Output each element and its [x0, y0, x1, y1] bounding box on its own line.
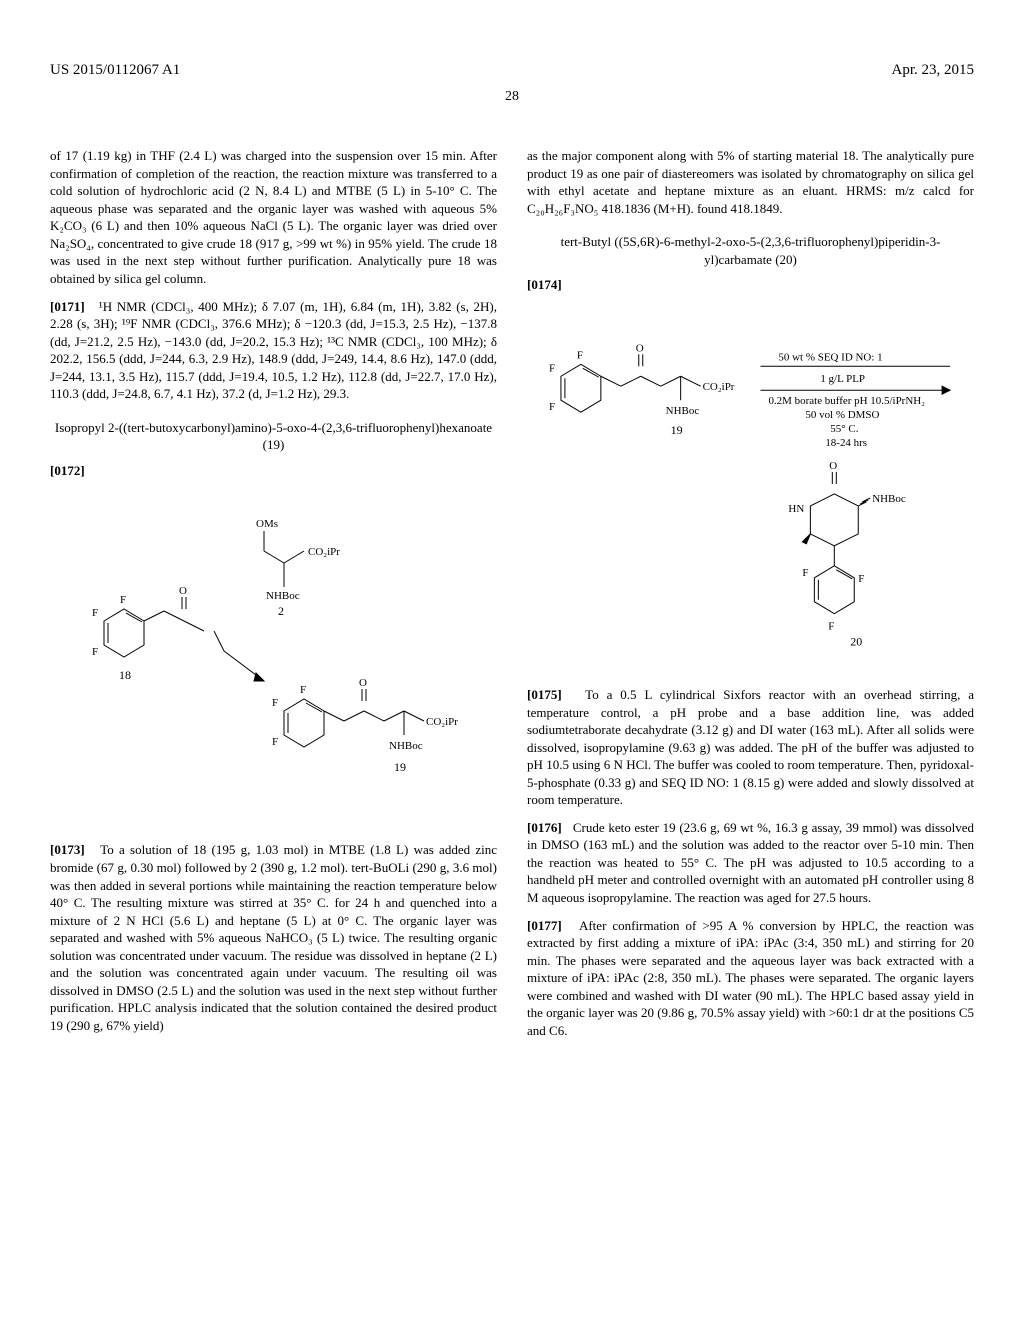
svg-text:F: F [92, 646, 98, 658]
para-0171-text: ¹H NMR (CDCl₃, 400 MHz); δ 7.07 (m, 1H),… [50, 299, 497, 402]
svg-text:F: F [577, 349, 583, 361]
svg-text:F: F [272, 736, 278, 748]
compound-20-title: tert-Butyl ((5S,6R)-6-methyl-2-oxo-5-(2,… [527, 233, 974, 268]
svg-text:19: 19 [394, 760, 406, 774]
svg-text:50 vol % DMSO: 50 vol % DMSO [805, 409, 879, 421]
para-continuation: of 17 (1.19 kg) in THF (2.4 L) was charg… [50, 147, 497, 287]
para-num-0175: [0175] [527, 687, 562, 702]
para-0177: [0177] After confirmation of >95 A % con… [527, 917, 974, 1040]
svg-text:18-24 hrs: 18-24 hrs [825, 437, 867, 449]
svg-text:O: O [359, 677, 367, 689]
para-0172: [0172] [50, 462, 497, 480]
para-0173: [0173] To a solution of 18 (195 g, 1.03 … [50, 841, 497, 1034]
svg-text:50 wt % SEQ ID NO: 1: 50 wt % SEQ ID NO: 1 [778, 351, 882, 363]
svg-text:CO₂iPr: CO₂iPr [703, 381, 735, 393]
left-column: of 17 (1.19 kg) in THF (2.4 L) was charg… [50, 147, 497, 1041]
para-num-0174: [0174] [527, 277, 562, 292]
scheme-20: F F F O CO₂iPr NHBoc 19 [527, 302, 974, 670]
svg-text:NHBoc: NHBoc [666, 405, 700, 417]
para-num-0171: [0171] [50, 299, 85, 314]
svg-text:F: F [549, 401, 555, 413]
svg-text:HN: HN [788, 503, 804, 515]
svg-text:CO₂iPr: CO₂iPr [426, 716, 458, 728]
svg-text:O: O [829, 460, 837, 472]
svg-text:NHBoc: NHBoc [266, 590, 300, 602]
compound-19-title: Isopropyl 2-((tert-butoxycarbonyl)amino)… [50, 419, 497, 454]
svg-text:F: F [802, 567, 808, 579]
svg-text:0.2M borate buffer pH 10.5/iPr: 0.2M borate buffer pH 10.5/iPrNH₂ [768, 395, 925, 407]
svg-text:1 g/L PLP: 1 g/L PLP [820, 373, 865, 385]
para-0175: [0175] To a 0.5 L cylindrical Sixfors re… [527, 686, 974, 809]
svg-text:F: F [272, 697, 278, 709]
para-continuation-right: as the major component along with 5% of … [527, 147, 974, 217]
svg-text:F: F [92, 607, 98, 619]
svg-text:55° C.: 55° C. [830, 423, 858, 435]
para-0175-text: To a 0.5 L cylindrical Sixfors reactor w… [527, 687, 974, 807]
svg-text:OMs: OMs [256, 518, 278, 530]
para-0177-text: After confirmation of >95 A % conversion… [527, 918, 974, 1038]
svg-text:NHBoc: NHBoc [872, 493, 906, 505]
para-num-0177: [0177] [527, 918, 562, 933]
page-number: 28 [50, 88, 974, 107]
svg-text:2: 2 [278, 604, 284, 618]
right-column: as the major component along with 5% of … [527, 147, 974, 1041]
svg-text:F: F [858, 573, 864, 585]
para-0176-text: Crude keto ester 19 (23.6 g, 69 wt %, 16… [527, 820, 974, 905]
svg-text:18: 18 [119, 668, 131, 682]
para-0173-text: To a solution of 18 (195 g, 1.03 mol) in… [50, 842, 497, 1032]
para-0171: [0171] ¹H NMR (CDCl₃, 400 MHz); δ 7.07 (… [50, 298, 497, 403]
para-0176: [0176] Crude keto ester 19 (23.6 g, 69 w… [527, 819, 974, 907]
publication-date: Apr. 23, 2015 [892, 60, 975, 80]
para-num-0176: [0176] [527, 820, 562, 835]
publication-number: US 2015/0112067 A1 [50, 60, 180, 80]
svg-text:19: 19 [671, 423, 683, 437]
svg-text:NHBoc: NHBoc [389, 740, 423, 752]
svg-text:O: O [179, 585, 187, 597]
page-header: US 2015/0112067 A1 Apr. 23, 2015 [50, 60, 974, 80]
para-num-0172: [0172] [50, 463, 85, 478]
svg-text:F: F [549, 362, 555, 374]
para-num-0173: [0173] [50, 842, 85, 857]
svg-text:F: F [120, 594, 126, 606]
svg-text:CO₂iPr: CO₂iPr [308, 546, 340, 558]
svg-text:F: F [300, 684, 306, 696]
scheme-20-svg: F F F O CO₂iPr NHBoc 19 [531, 306, 970, 666]
svg-text:20: 20 [850, 635, 862, 649]
scheme-19-svg: F F F O 18 OMs CO₂iPr [64, 491, 484, 821]
content-columns: of 17 (1.19 kg) in THF (2.4 L) was charg… [50, 147, 974, 1041]
para-0174: [0174] [527, 276, 974, 294]
svg-text:O: O [636, 342, 644, 354]
svg-text:F: F [828, 621, 834, 633]
scheme-19: F F F O 18 OMs CO₂iPr [50, 487, 497, 825]
